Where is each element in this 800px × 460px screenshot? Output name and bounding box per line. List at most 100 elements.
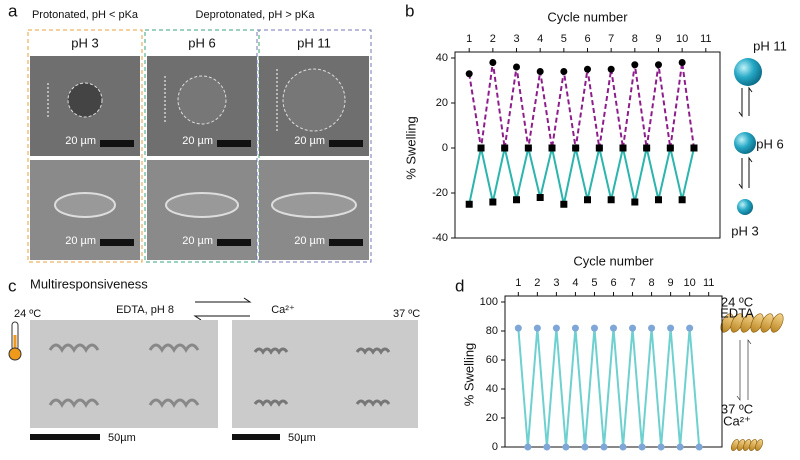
scale-bar (217, 239, 251, 246)
particle (282, 68, 346, 132)
x-tick-label: 11 (703, 277, 714, 289)
marker (619, 443, 627, 451)
marker (584, 196, 591, 204)
marker (654, 196, 662, 204)
scale-label: 20 µm (182, 235, 213, 247)
marker (465, 200, 473, 208)
marker (562, 443, 570, 451)
scale-label: 20 µm (294, 135, 325, 147)
x-tick-label: 9 (668, 277, 674, 289)
helix (165, 192, 239, 218)
panel-letter: c (8, 276, 17, 295)
marker (501, 144, 509, 152)
x-tick-label: 6 (610, 277, 616, 289)
marker (610, 324, 617, 332)
side-label: pH 3 (731, 223, 758, 238)
particle (67, 82, 103, 118)
x-tick-label: 5 (561, 33, 567, 45)
y-tick-label: 40 (436, 52, 448, 64)
marker (560, 200, 568, 208)
scale-label: 50µm (288, 432, 316, 444)
micrograph (232, 320, 418, 428)
helix-icons (720, 313, 784, 451)
marker (536, 194, 544, 201)
marker (489, 59, 497, 66)
marker (686, 324, 694, 332)
marker (477, 144, 485, 152)
marker (571, 324, 579, 332)
micrograph (30, 320, 218, 428)
column-title: pH 6 (188, 35, 215, 50)
arrows (193, 297, 252, 321)
marker (536, 68, 544, 75)
helix (54, 192, 116, 218)
marker (607, 196, 615, 204)
x-tick-label: 6 (584, 33, 590, 45)
scale-bar (100, 239, 134, 246)
marker (572, 144, 580, 152)
marker (648, 324, 656, 332)
x-tick-label: 1 (515, 277, 521, 289)
panel-letter: b (405, 1, 414, 20)
marker (489, 198, 497, 206)
series-line (468, 147, 695, 205)
side-label: 24 ºC (721, 294, 753, 309)
label: Protonated, pH < pKa (32, 9, 139, 21)
scale-label: 20 µm (65, 235, 96, 247)
scale-label: 20 µm (182, 135, 213, 147)
x-axis-title: Cycle number (547, 9, 628, 24)
scale-bar (329, 140, 363, 147)
x-tick-label: 10 (676, 33, 688, 45)
x-tick-label: 1 (466, 33, 472, 45)
side-label: pH 6 (756, 136, 783, 151)
x-tick-label: 5 (591, 277, 597, 289)
y-tick-label: -20 (432, 187, 448, 199)
helix (271, 192, 357, 218)
marker (667, 324, 675, 332)
marker (676, 443, 684, 451)
marker (600, 443, 608, 451)
x-tick-label: 8 (632, 33, 638, 45)
scale-bar (329, 239, 363, 246)
series-line (517, 328, 701, 448)
x-tick-label: 2 (534, 277, 540, 289)
particle (177, 75, 227, 125)
marker (584, 65, 591, 73)
x-tick-label: 9 (655, 33, 661, 45)
scale-label: 50µm (108, 432, 136, 444)
x-axis-title: Cycle number (573, 253, 654, 268)
panel-letter: d (455, 276, 464, 295)
thermometer (8, 321, 22, 361)
marker (543, 443, 551, 451)
column-frame (144, 29, 260, 263)
x-tick-label: 4 (537, 33, 543, 45)
y-tick-label: -40 (432, 232, 448, 244)
marker (465, 70, 473, 78)
plot-frame (504, 295, 723, 448)
marker (631, 61, 639, 69)
spheres (734, 58, 762, 215)
marker (595, 144, 603, 152)
x-tick-label: 10 (684, 277, 696, 289)
x-tick-label: 2 (490, 33, 496, 45)
marker (552, 324, 560, 332)
scale-bar (30, 434, 100, 440)
column-frame (27, 29, 143, 263)
marker (548, 144, 556, 152)
y-tick-label: 20 (486, 412, 498, 424)
x-tick-label: 7 (608, 33, 614, 45)
marker (619, 144, 627, 152)
marker (590, 324, 598, 332)
marker (524, 144, 532, 152)
side-label: Ca²⁺ (723, 413, 751, 428)
y-tick-label: 60 (486, 354, 498, 366)
marker (631, 198, 639, 206)
marker (678, 196, 686, 204)
y-tick-label: 20 (436, 97, 448, 109)
scale-bar (100, 140, 134, 147)
x-tick-label: 3 (553, 277, 559, 289)
marker (533, 324, 541, 332)
marker (643, 144, 651, 152)
y-tick-label: 80 (486, 325, 498, 337)
marker (513, 196, 521, 204)
